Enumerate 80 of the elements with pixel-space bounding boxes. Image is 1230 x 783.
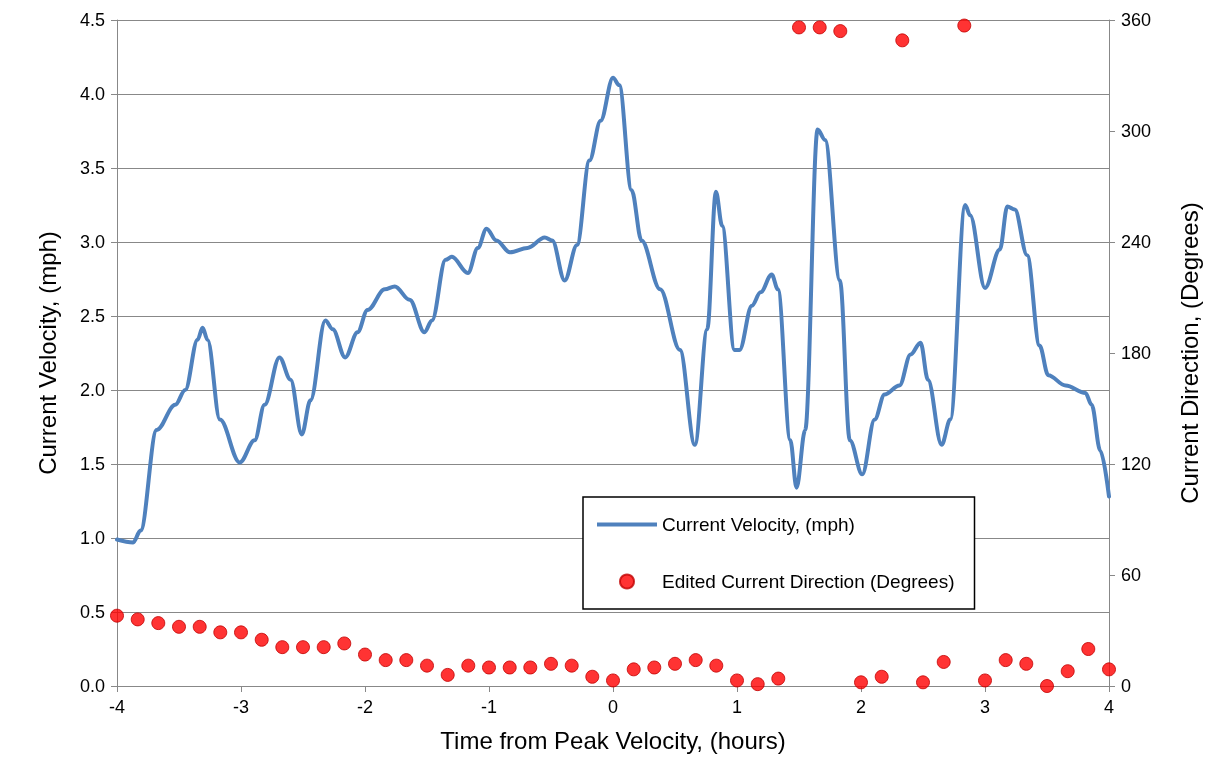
point (874, 669, 889, 684)
y2-tick-label: 60 (1121, 565, 1142, 585)
point (647, 660, 662, 675)
point (337, 636, 352, 651)
point (316, 640, 331, 655)
point (812, 20, 827, 35)
y2-tick-label: 300 (1121, 121, 1152, 141)
legend-label: Edited Current Direction (Degrees) (662, 571, 955, 592)
point (275, 640, 290, 655)
point (399, 653, 414, 668)
y-tick-label: 4.5 (79, 10, 105, 30)
point (1040, 679, 1054, 693)
legend-label: Current Velocity, (mph) (662, 514, 855, 535)
x-tick-label: 1 (731, 697, 743, 717)
point (420, 658, 434, 673)
point (234, 625, 248, 640)
point (854, 675, 868, 690)
point (895, 33, 910, 48)
point (688, 653, 703, 668)
point (750, 677, 765, 692)
point (151, 616, 166, 631)
point (978, 673, 992, 688)
y-tick-label: 0.5 (79, 602, 105, 622)
x-tick-label: -1 (480, 697, 498, 717)
point (564, 658, 579, 673)
point (254, 632, 269, 647)
point (833, 24, 848, 39)
point (172, 619, 186, 634)
point (585, 669, 600, 684)
y-tick-label: 4.0 (79, 84, 105, 104)
y-tick-label: 2.5 (79, 306, 105, 326)
point (936, 654, 951, 669)
point (998, 653, 1013, 668)
x-tick-label: -3 (232, 697, 250, 717)
point (1019, 656, 1034, 671)
point (668, 656, 682, 671)
x-tick-label: -4 (108, 697, 126, 717)
point (192, 619, 207, 634)
y-tick-label: 3.5 (79, 158, 105, 178)
y-tick-label: 0.0 (79, 676, 105, 696)
point (130, 612, 145, 627)
point (1102, 662, 1116, 677)
point (110, 608, 124, 623)
point (296, 640, 310, 655)
point (916, 675, 930, 690)
x-tick-label: 3 (979, 697, 991, 717)
x-tick-label: -2 (356, 697, 374, 717)
point (1081, 642, 1096, 656)
point (730, 673, 744, 688)
y-axis-title: Current Velocity, (mph) (33, 231, 61, 475)
point (792, 20, 806, 35)
point (1060, 664, 1075, 679)
point (378, 653, 393, 668)
point (709, 658, 724, 673)
y-tick-label: 3.0 (79, 232, 105, 252)
y2-axis-title: Current Direction, (Degrees) (1175, 202, 1203, 504)
y2-tick-label: 0 (1121, 676, 1132, 696)
point (606, 673, 620, 688)
x-tick-label: 4 (1103, 697, 1115, 717)
y-tick-label: 1.0 (79, 528, 105, 548)
point (482, 660, 496, 675)
y2-tick-label: 180 (1121, 343, 1152, 363)
x-axis-title: Time from Peak Velocity, (hours) (440, 726, 786, 754)
point (771, 671, 786, 686)
x-tick-label: 2 (855, 697, 867, 717)
y2-tick-label: 120 (1121, 454, 1152, 474)
y2-tick-label: 360 (1121, 10, 1152, 30)
point (957, 18, 972, 33)
point (358, 647, 372, 662)
point (440, 667, 455, 682)
point (544, 656, 558, 671)
point (502, 660, 517, 675)
point (213, 625, 228, 640)
point (523, 660, 538, 675)
y2-tick-label: 240 (1121, 232, 1152, 252)
y-tick-label: 2.0 (79, 380, 105, 400)
point (626, 662, 641, 677)
x-tick-label: 0 (607, 697, 619, 717)
point (461, 658, 476, 673)
y-tick-label: 1.5 (79, 454, 105, 474)
